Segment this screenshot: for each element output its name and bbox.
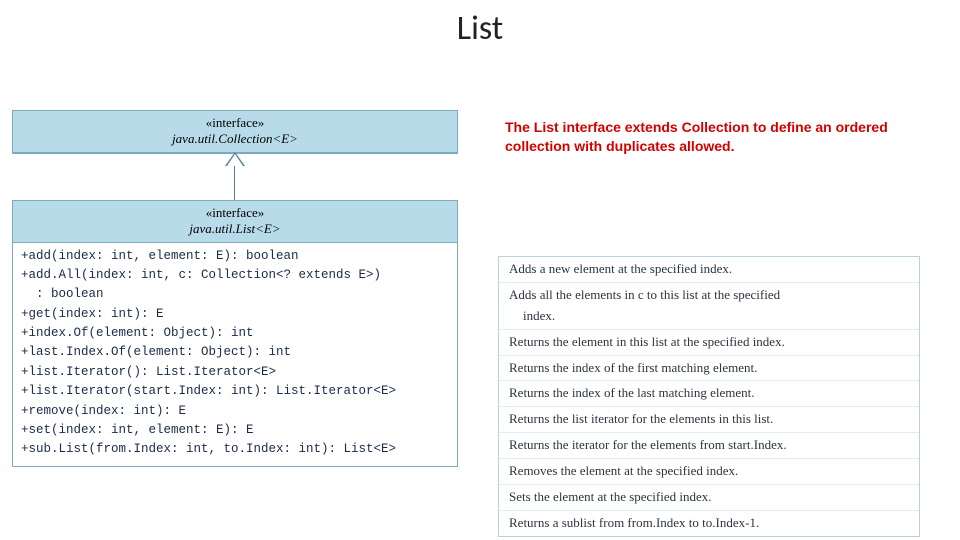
method-signature: +get(index: int): E — [21, 305, 449, 324]
description-row: Returns the iterator for the elements fr… — [499, 432, 919, 458]
method-signature: +set(index: int, element: E): E — [21, 421, 449, 440]
description-row: Sets the element at the specified index. — [499, 484, 919, 510]
description-row: Returns the index of the last matching e… — [499, 380, 919, 406]
method-signature: +last.Index.Of(element: Object): int — [21, 343, 449, 362]
method-signature: +sub.List(from.Index: int, to.Index: int… — [21, 440, 449, 459]
description-row: Returns the list iterator for the elemen… — [499, 406, 919, 432]
method-signature: : boolean — [21, 285, 449, 304]
method-signature: +remove(index: int): E — [21, 402, 449, 421]
uml-collection-header: «interface» java.util.Collection<E> — [13, 111, 457, 153]
description-row: index. — [499, 308, 919, 329]
description-row: Adds a new element at the specified inde… — [499, 257, 919, 282]
description-row: Adds all the elements in c to this list … — [499, 282, 919, 308]
class-name: java.util.Collection<E> — [19, 131, 451, 147]
uml-methods-compartment: +add(index: int, element: E): boolean +a… — [13, 243, 457, 466]
inheritance-arrow-stem — [234, 166, 235, 200]
method-signature: +index.Of(element: Object): int — [21, 324, 449, 343]
method-signature: +list.Iterator(): List.Iterator<E> — [21, 363, 449, 382]
method-signature: +list.Iterator(start.Index: int): List.I… — [21, 382, 449, 401]
description-row: Removes the element at the specified ind… — [499, 458, 919, 484]
caption-collection-word: Collection — [682, 119, 750, 135]
uml-list-box: «interface» java.util.List<E> +add(index… — [12, 200, 458, 467]
stereotype-label: «interface» — [19, 115, 451, 131]
caption-text: The List interface extends Collection to… — [505, 118, 925, 156]
inheritance-arrow-head-fill — [227, 154, 243, 166]
page-title: List — [0, 8, 960, 49]
caption-list-word: List — [534, 119, 559, 135]
method-signature: +add.All(index: int, c: Collection<? ext… — [21, 266, 449, 285]
caption-part: The — [505, 119, 534, 135]
descriptions-box: Adds a new element at the specified inde… — [498, 256, 920, 537]
uml-collection-box: «interface» java.util.Collection<E> — [12, 110, 458, 154]
description-row: Returns a sublist from from.Index to to.… — [499, 510, 919, 536]
class-name: java.util.List<E> — [19, 221, 451, 237]
description-row: Returns the element in this list at the … — [499, 329, 919, 355]
description-row: Returns the index of the first matching … — [499, 355, 919, 381]
uml-list-header: «interface» java.util.List<E> — [13, 201, 457, 243]
caption-part: interface extends — [559, 119, 682, 135]
method-signature: +add(index: int, element: E): boolean — [21, 247, 449, 266]
stereotype-label: «interface» — [19, 205, 451, 221]
